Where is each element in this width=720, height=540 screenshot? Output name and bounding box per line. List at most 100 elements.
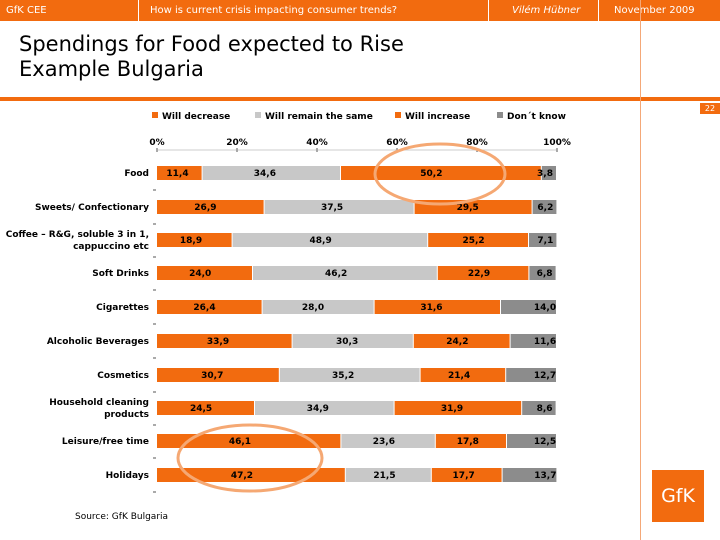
header-divider [138,0,139,21]
source-note: Source: GfK Bulgaria [75,512,169,522]
bar-segment [292,334,413,348]
data-label: 47,2 [231,471,253,481]
category-label: Coffee – R&G, soluble 3 in 1, cappuccino … [6,230,149,252]
header-bar: GfK CEE How is current crisis impacting … [0,0,720,21]
bar-segment [532,200,557,214]
category-label-line: Household cleaning [49,398,149,408]
bar-segment [157,300,262,314]
bar-segment [264,200,414,214]
bar-segment [232,233,428,247]
highlight-ellipse [176,423,324,493]
presentation-subtitle: How is current crisis impacting consumer… [150,5,398,16]
data-label: 34,9 [307,404,329,414]
data-label: 6,2 [537,203,553,213]
data-label: 11,6 [534,337,556,347]
data-label: 14,0 [534,303,556,313]
bar-segment [522,401,556,415]
data-label: 26,4 [193,303,215,313]
bar-segment [157,401,254,415]
category-label: Household cleaning products [49,398,149,420]
data-label: 7,1 [537,236,553,246]
category-label-line: Cosmetics [97,371,149,381]
bar-segment [431,468,502,482]
bar-segment [157,200,264,214]
vertical-divider [640,0,641,540]
legend-label: Will remain the same [265,112,373,122]
data-label: 50,2 [420,169,442,179]
bar-segment [255,401,394,415]
header-divider [488,0,489,21]
bar-segment [413,334,510,348]
data-label: 21,4 [448,371,470,381]
bar-segment [341,434,435,448]
data-label: 25,2 [462,236,484,246]
slide-title-line1: Spendings for Food expected to Rise [19,32,404,56]
bar-segment [437,266,529,280]
category-label-line: Food [124,169,149,179]
bar-segment [253,266,437,280]
title-divider [0,97,720,101]
category-label-line: Soft Drinks [92,269,149,279]
slide-title-line2: Example Bulgaria [19,57,204,81]
data-label: 6,8 [537,269,553,279]
data-label: 21,5 [373,471,395,481]
bar-segment [157,233,232,247]
data-label: 46,2 [325,269,347,279]
bar-segment [529,233,557,247]
category-label: Food [124,169,149,179]
company-label: GfK CEE [6,5,47,16]
data-label: 37,5 [321,203,343,213]
bar-segment [345,468,431,482]
highlight-ellipse [373,142,507,206]
data-label: 13,7 [534,471,556,481]
data-label: 30,3 [336,337,358,347]
category-label: Sweets/ Confectionary [35,203,149,213]
category-label-line: Sweets/ Confectionary [35,203,149,213]
bar-segment [262,300,374,314]
legend-swatch [255,112,261,118]
data-label: 23,6 [373,437,395,447]
data-label: 22,9 [468,269,490,279]
data-label: 46,1 [229,437,251,447]
data-label: 31,6 [420,303,442,313]
data-label: 24,2 [446,337,468,347]
bar-segment [428,233,528,247]
bar-segment [157,368,279,382]
legend-swatch [152,112,158,118]
bar-segment [202,166,340,180]
data-label: 28,0 [302,303,324,313]
category-label-line: Alcoholic Beverages [47,337,149,347]
data-label: 29,5 [457,203,479,213]
bar-segment [529,266,556,280]
bar-segment [501,300,556,314]
data-label: 24,5 [190,404,212,414]
x-tick-label: 40% [306,138,328,148]
data-label: 3,8 [537,169,553,179]
category-label-line: Holidays [106,471,149,481]
category-label: Soft Drinks [92,269,149,279]
bar-segment [157,266,252,280]
data-label: 12,5 [534,437,556,447]
category-label-line: Leisure/free time [62,437,149,447]
legend-label: Don´t know [507,111,566,122]
data-label: 30,7 [201,371,223,381]
category-label: Holidays [106,471,149,481]
category-label: Alcoholic Beverages [47,337,149,347]
bar-segment [157,334,292,348]
bar-segment [435,434,506,448]
category-label: Cosmetics [97,371,149,381]
x-tick-label: 80% [466,138,488,148]
data-label: 33,9 [207,337,229,347]
x-tick-label: 100% [543,138,571,148]
bar-segment [394,401,522,415]
bar-segment [502,468,557,482]
legend-swatch [497,112,503,118]
x-tick-label: 0% [149,138,164,148]
gfk-logo: GfK [652,470,704,522]
data-label: 18,9 [180,236,202,246]
bar-segment [341,166,541,180]
bar-segment [420,368,506,382]
bar-segment [157,434,341,448]
bar-segment [279,368,420,382]
